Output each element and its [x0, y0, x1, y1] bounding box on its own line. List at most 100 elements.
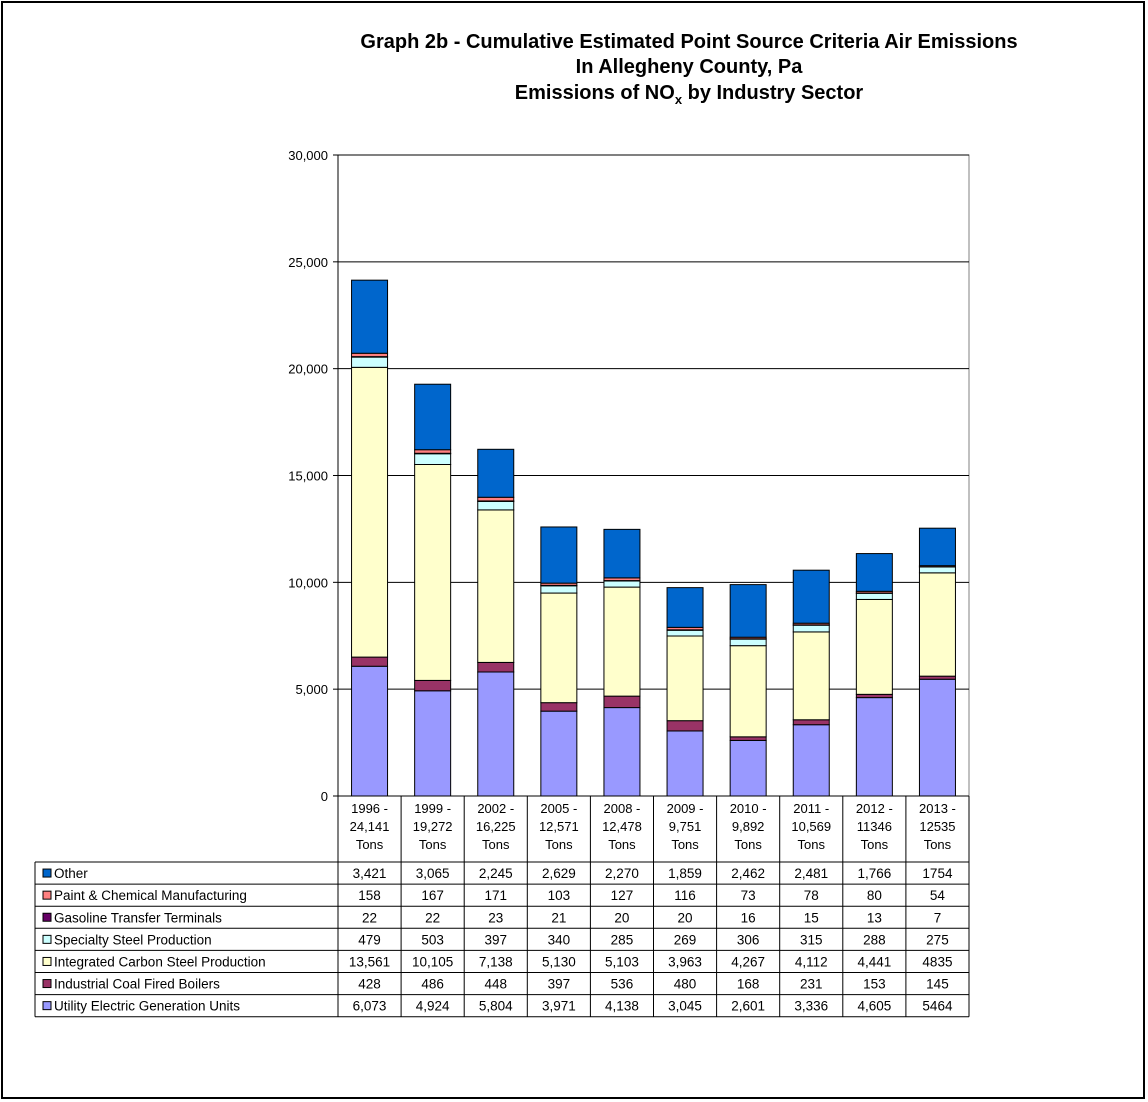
table-cell: 80	[867, 888, 882, 903]
x-tick-label: 9,892	[732, 819, 765, 834]
table-cell: 3,045	[668, 999, 702, 1014]
table-cell: 285	[611, 932, 634, 947]
chart-subtitle: In Allegheny County, Pa	[575, 56, 803, 78]
table-cell: 4,441	[857, 954, 891, 969]
x-tick-label: 1999 -	[414, 801, 451, 816]
bar-segment	[729, 638, 767, 647]
bar-segment	[855, 697, 893, 797]
bar-segment	[477, 671, 515, 797]
table-cell: 397	[548, 977, 571, 992]
table-cell: 145	[926, 977, 949, 992]
bar-segment	[792, 569, 830, 624]
bar-segment	[792, 719, 830, 726]
bar-segment	[603, 586, 641, 697]
bar-segment	[477, 448, 515, 498]
x-tick-label: 12535	[919, 819, 955, 834]
bar-segment	[540, 585, 578, 594]
bar-segment	[666, 720, 704, 732]
table-cell: 5464	[922, 999, 953, 1014]
x-tick-label: Tons	[545, 837, 573, 852]
table-cell: 7	[934, 910, 942, 925]
bar-segment	[855, 598, 893, 695]
table-cell: 7,138	[479, 954, 513, 969]
bar-segment	[666, 730, 704, 797]
table-cell: 20	[678, 910, 693, 925]
table-cell: 2,270	[605, 866, 639, 881]
legend-label: Gasoline Transfer Terminals	[54, 910, 222, 925]
table-cell: 10,105	[412, 954, 453, 969]
subtitle-2-subscript: x	[674, 92, 683, 107]
table-cell: 5,103	[605, 954, 639, 969]
table-cell: 3,971	[542, 999, 576, 1014]
y-tick-label: 20,000	[288, 362, 328, 377]
table-cell: 1,859	[668, 866, 702, 881]
bar-segment	[666, 629, 704, 637]
table-cell: 73	[741, 888, 756, 903]
bar-segment	[351, 665, 389, 797]
table-cell: 15	[804, 910, 819, 925]
table-cell: 2,601	[731, 999, 765, 1014]
legend-key	[42, 979, 52, 989]
table-cell: 5,130	[542, 954, 576, 969]
legend-label: Paint & Chemical Manufacturing	[54, 888, 247, 903]
table-cell: 103	[548, 888, 571, 903]
table-cell: 3,421	[353, 866, 387, 881]
bar-segment	[540, 710, 578, 797]
y-tick-label: 10,000	[288, 575, 328, 590]
table-cell: 5,804	[479, 999, 513, 1014]
x-tick-label: 2011 -	[793, 801, 829, 816]
table-cell: 54	[930, 888, 946, 903]
bar-segment	[351, 352, 389, 358]
legend-key	[42, 1001, 52, 1011]
bar-segment	[918, 572, 956, 677]
legend-key	[42, 890, 52, 900]
bar-segment	[918, 678, 956, 797]
table-cell: 4835	[922, 954, 952, 969]
bar-segment	[729, 584, 767, 638]
x-tick-label: 10,569	[791, 819, 831, 834]
chart-title: Graph 2b - Cumulative Estimated Point So…	[360, 31, 1018, 53]
table-cell: 3,065	[416, 866, 450, 881]
bar-segment	[414, 383, 452, 451]
bar-segment	[414, 449, 452, 454]
legend-key	[42, 868, 52, 878]
table-cell: 13,561	[349, 954, 390, 969]
bar-segment	[414, 679, 452, 692]
table-cell: 480	[674, 977, 697, 992]
bar-segment	[477, 500, 515, 511]
x-tick-label: Tons	[861, 837, 889, 852]
x-tick-label: Tons	[671, 837, 699, 852]
legend-label: Utility Electric Generation Units	[54, 999, 240, 1014]
bar-segment	[477, 509, 515, 663]
x-tick-label: 2010 -	[730, 801, 767, 816]
x-tick-label: Tons	[608, 837, 636, 852]
table-cell: 158	[358, 888, 381, 903]
bar-segment	[351, 279, 389, 354]
y-tick-label: 0	[321, 789, 328, 804]
table-cell: 479	[358, 932, 381, 947]
table-cell: 21	[551, 910, 566, 925]
legend-label: Other	[54, 866, 88, 881]
table-cell: 168	[737, 977, 760, 992]
x-tick-label: 12,478	[602, 819, 642, 834]
bar-segment	[855, 553, 893, 592]
x-tick-label: Tons	[734, 837, 762, 852]
legend-key	[42, 934, 52, 944]
bar-segment	[540, 526, 578, 584]
y-tick-label: 25,000	[288, 255, 328, 270]
bar-segment	[477, 496, 515, 502]
legend-label: Integrated Carbon Steel Production	[54, 954, 266, 969]
x-tick-label: 2013 -	[919, 801, 956, 816]
x-tick-label: 1996 -	[351, 801, 388, 816]
x-tick-label: Tons	[798, 837, 826, 852]
subtitle-2-prefix: Emissions of NO	[514, 82, 675, 104]
table-cell: 288	[863, 932, 886, 947]
bar-segment	[477, 661, 515, 673]
y-tick-label: 30,000	[288, 148, 328, 163]
table-cell: 2,481	[794, 866, 828, 881]
bar-segment	[351, 366, 389, 658]
table-cell: 1,766	[857, 866, 891, 881]
bar-segment	[603, 580, 641, 588]
x-tick-label: Tons	[356, 837, 384, 852]
